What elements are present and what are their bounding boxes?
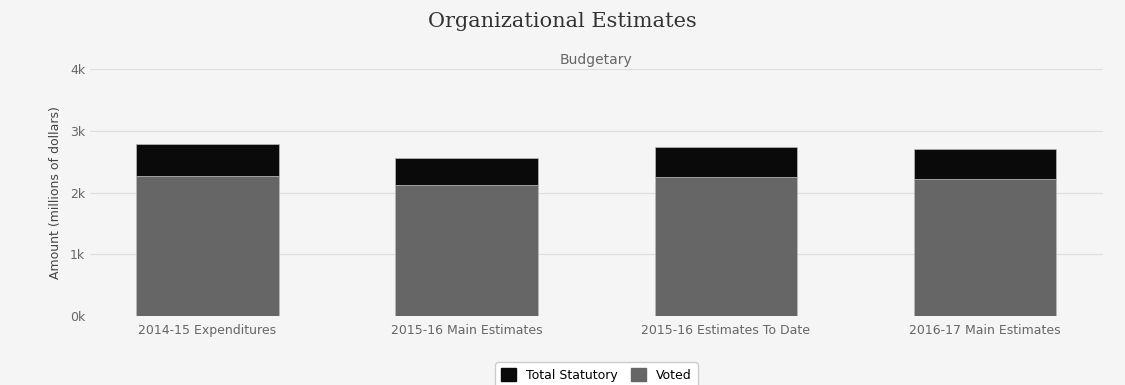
Legend: Total Statutory, Voted: Total Statutory, Voted bbox=[495, 362, 698, 385]
Text: Organizational Estimates: Organizational Estimates bbox=[429, 12, 696, 30]
Bar bbox=[914, 179, 1056, 316]
Bar bbox=[136, 176, 279, 316]
Bar bbox=[914, 149, 1056, 179]
Y-axis label: Amount (millions of dollars): Amount (millions of dollars) bbox=[48, 106, 62, 279]
Bar bbox=[655, 177, 798, 316]
Bar bbox=[655, 147, 798, 177]
Bar bbox=[395, 186, 538, 316]
Title: Budgetary: Budgetary bbox=[560, 53, 632, 67]
Bar bbox=[136, 144, 279, 176]
Bar bbox=[395, 158, 538, 186]
